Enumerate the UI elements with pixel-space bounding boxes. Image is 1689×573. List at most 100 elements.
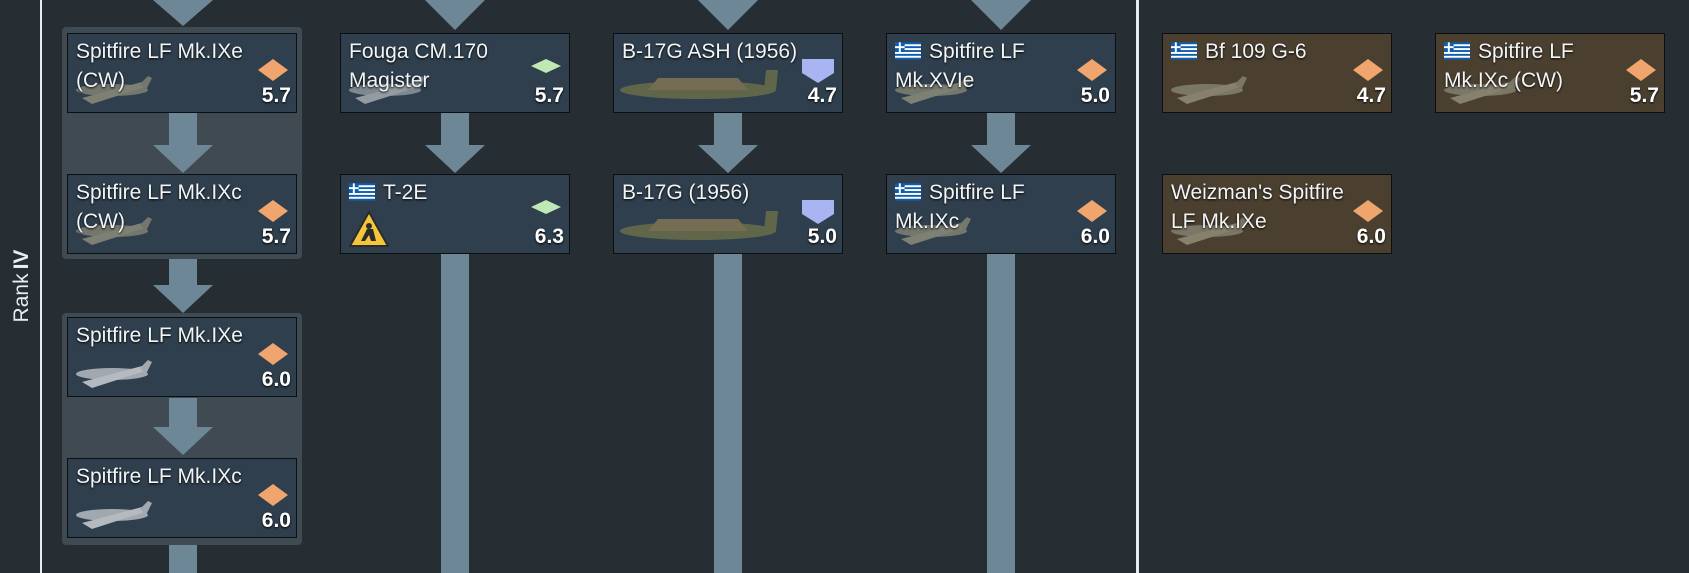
- battle-rating: 6.0: [261, 509, 291, 532]
- vehicle-name-text: Spitfire LF Mk.IXc: [76, 465, 242, 488]
- vehicle-role: [258, 200, 288, 222]
- tree-line: [441, 112, 469, 146]
- vehicle-card-b-17g-ash-1956[interactable]: B-17G ASH (1956) 4.7: [613, 33, 843, 113]
- vehicle-role: [802, 59, 834, 83]
- tree-line: [714, 253, 742, 573]
- vehicle-role: [531, 200, 561, 214]
- arrow-down-icon: [153, 145, 213, 173]
- fighter-icon: [258, 59, 288, 81]
- vehicle-card-spitfire-lf-mkixe-cw[interactable]: Spitfire LF Mk.IXe (CW) 5.7: [67, 33, 297, 113]
- aircraft-thumbnail-icon: [76, 501, 152, 529]
- aircraft-thumbnail-icon: [76, 217, 152, 245]
- battle-rating: 4.7: [807, 84, 837, 107]
- vehicle-name-text: Spitfire LF Mk.IXc: [895, 181, 1025, 233]
- bomber-icon: [802, 59, 834, 83]
- vehicle-card-spitfire-lf-mkixc[interactable]: Spitfire LF Mk.IXc 6.0: [67, 458, 297, 538]
- tree-line: [987, 112, 1015, 146]
- tree-line: [169, 545, 197, 573]
- greek-flag-icon: [349, 183, 375, 201]
- vehicle-role: [1077, 200, 1107, 222]
- tree-line: [169, 112, 197, 146]
- aircraft-thumbnail-icon: [76, 76, 152, 104]
- vehicle-name: Spitfire LF Mk.IXe: [76, 321, 256, 350]
- vehicle-name: Weizman's Spitfire LF Mk.IXe: [1171, 178, 1351, 236]
- fighter-icon: [1626, 59, 1656, 81]
- battle-rating: 6.0: [1080, 225, 1110, 248]
- vehicle-name-text: Spitfire LF Mk.IXc (CW): [76, 181, 242, 233]
- arrow-down-icon: [153, 0, 213, 26]
- fighter-icon: [1077, 59, 1107, 81]
- fighter-icon: [1353, 200, 1383, 222]
- under-construction-icon: [349, 211, 389, 247]
- vehicle-name-text: B-17G (1956): [622, 181, 750, 204]
- vehicle-name: Spitfire LF Mk.IXc: [895, 178, 1075, 236]
- arrow-down-icon: [971, 145, 1031, 173]
- greek-flag-icon: [1444, 42, 1470, 60]
- vehicle-card-fouga-cm170-magister[interactable]: Fouga CM.170 Magister 5.7: [340, 33, 570, 113]
- vehicle-name: B-17G ASH (1956): [622, 37, 802, 66]
- aircraft-thumbnail-icon: [895, 76, 971, 104]
- vehicle-card-greek-spitfire-lf-mkxvie[interactable]: Spitfire LF Mk.XVIe 5.0: [886, 33, 1116, 113]
- battle-rating: 5.0: [807, 225, 837, 248]
- aircraft-thumbnail-icon: [1444, 76, 1520, 104]
- vehicle-name: T-2E: [349, 178, 529, 207]
- aircraft-thumbnail-icon: [76, 360, 152, 388]
- attacker-icon: [531, 200, 561, 214]
- vehicle-card-greek-spitfire-lf-mkixc[interactable]: Spitfire LF Mk.IXc 6.0: [886, 174, 1116, 254]
- greek-flag-icon: [895, 42, 921, 60]
- vehicle-name-text: B-17G ASH (1956): [622, 40, 798, 63]
- vehicle-name: Spitfire LF Mk.IXc: [76, 462, 256, 491]
- tree-line: [169, 398, 197, 428]
- bomber-icon: [802, 200, 834, 224]
- vehicle-role: [258, 59, 288, 81]
- arrow-down-icon: [425, 145, 485, 173]
- arrow-down-icon: [698, 0, 758, 30]
- vehicle-name: Spitfire LF Mk.XVIe: [895, 37, 1075, 95]
- premium-section-divider: [1136, 0, 1139, 573]
- arrow-down-icon: [153, 427, 213, 455]
- battle-rating: 5.7: [261, 84, 291, 107]
- fighter-icon: [258, 343, 288, 365]
- fighter-icon: [1077, 200, 1107, 222]
- vehicle-name: Spitfire LF Mk.IXc (CW): [76, 178, 256, 236]
- aircraft-thumbnail-icon: [1171, 76, 1247, 104]
- battle-rating: 6.0: [1356, 225, 1386, 248]
- aircraft-thumbnail-icon: [620, 70, 778, 99]
- greek-flag-icon: [1171, 42, 1197, 60]
- vehicle-name-text: T-2E: [383, 181, 428, 204]
- vehicle-role: [258, 343, 288, 365]
- battle-rating: 5.7: [1629, 84, 1659, 107]
- vehicle-card-greek-bf-109-g6[interactable]: Bf 109 G-6 4.7: [1162, 33, 1392, 113]
- vehicle-role: [1077, 59, 1107, 81]
- aircraft-thumbnail-icon: [349, 76, 425, 104]
- vehicle-card-greek-spitfire-lf-mkixc-cw[interactable]: Spitfire LF Mk.IXc (CW) 5.7: [1435, 33, 1665, 113]
- fighter-icon: [258, 200, 288, 222]
- rank-numeral: IV: [10, 249, 33, 270]
- vehicle-name: Spitfire LF Mk.IXe (CW): [76, 37, 256, 95]
- vehicle-name-text: Bf 109 G-6: [1205, 40, 1307, 63]
- vehicle-card-spitfire-lf-mkixc-cw[interactable]: Spitfire LF Mk.IXc (CW) 5.7: [67, 174, 297, 254]
- vehicle-card-weizman-spitfire-lf-mkixe[interactable]: Weizman's Spitfire LF Mk.IXe 6.0: [1162, 174, 1392, 254]
- vehicle-card-t-2e[interactable]: T-2E 6.3: [340, 174, 570, 254]
- tree-line: [714, 112, 742, 146]
- vehicle-name-text: Weizman's Spitfire LF Mk.IXe: [1171, 181, 1344, 233]
- tree-line: [441, 253, 469, 573]
- vehicle-name-text: Fouga CM.170 Magister: [349, 40, 488, 92]
- vehicle-card-b-17g-1956[interactable]: B-17G (1956) 5.0: [613, 174, 843, 254]
- battle-rating: 5.7: [261, 225, 291, 248]
- aircraft-thumbnail-icon: [620, 211, 778, 240]
- arrow-down-icon: [153, 285, 213, 313]
- aircraft-thumbnail-icon: [895, 217, 971, 245]
- vehicle-role: [1353, 59, 1383, 81]
- fighter-icon: [1353, 59, 1383, 81]
- battle-rating: 5.7: [534, 84, 564, 107]
- vehicle-name: B-17G (1956): [622, 178, 802, 207]
- rank-header: Rank IV: [0, 0, 42, 573]
- vehicle-card-spitfire-lf-mkixe[interactable]: Spitfire LF Mk.IXe 6.0: [67, 317, 297, 397]
- vehicle-name-text: Spitfire LF Mk.XVIe: [895, 40, 1025, 92]
- tree-line: [987, 253, 1015, 573]
- vehicle-role: [531, 59, 561, 73]
- vehicle-name: Fouga CM.170 Magister: [349, 37, 529, 95]
- rank-word: Rank: [10, 273, 33, 323]
- rank-label: Rank IV: [10, 250, 34, 323]
